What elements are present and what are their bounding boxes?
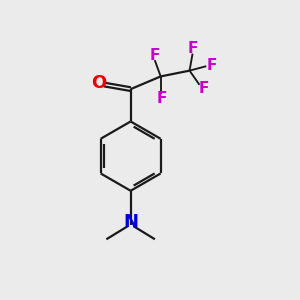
Text: F: F <box>199 81 209 96</box>
Text: F: F <box>150 48 160 63</box>
Text: N: N <box>123 213 138 231</box>
Text: F: F <box>157 91 167 106</box>
Text: O: O <box>91 74 106 92</box>
Text: F: F <box>188 41 198 56</box>
Text: F: F <box>207 58 217 73</box>
